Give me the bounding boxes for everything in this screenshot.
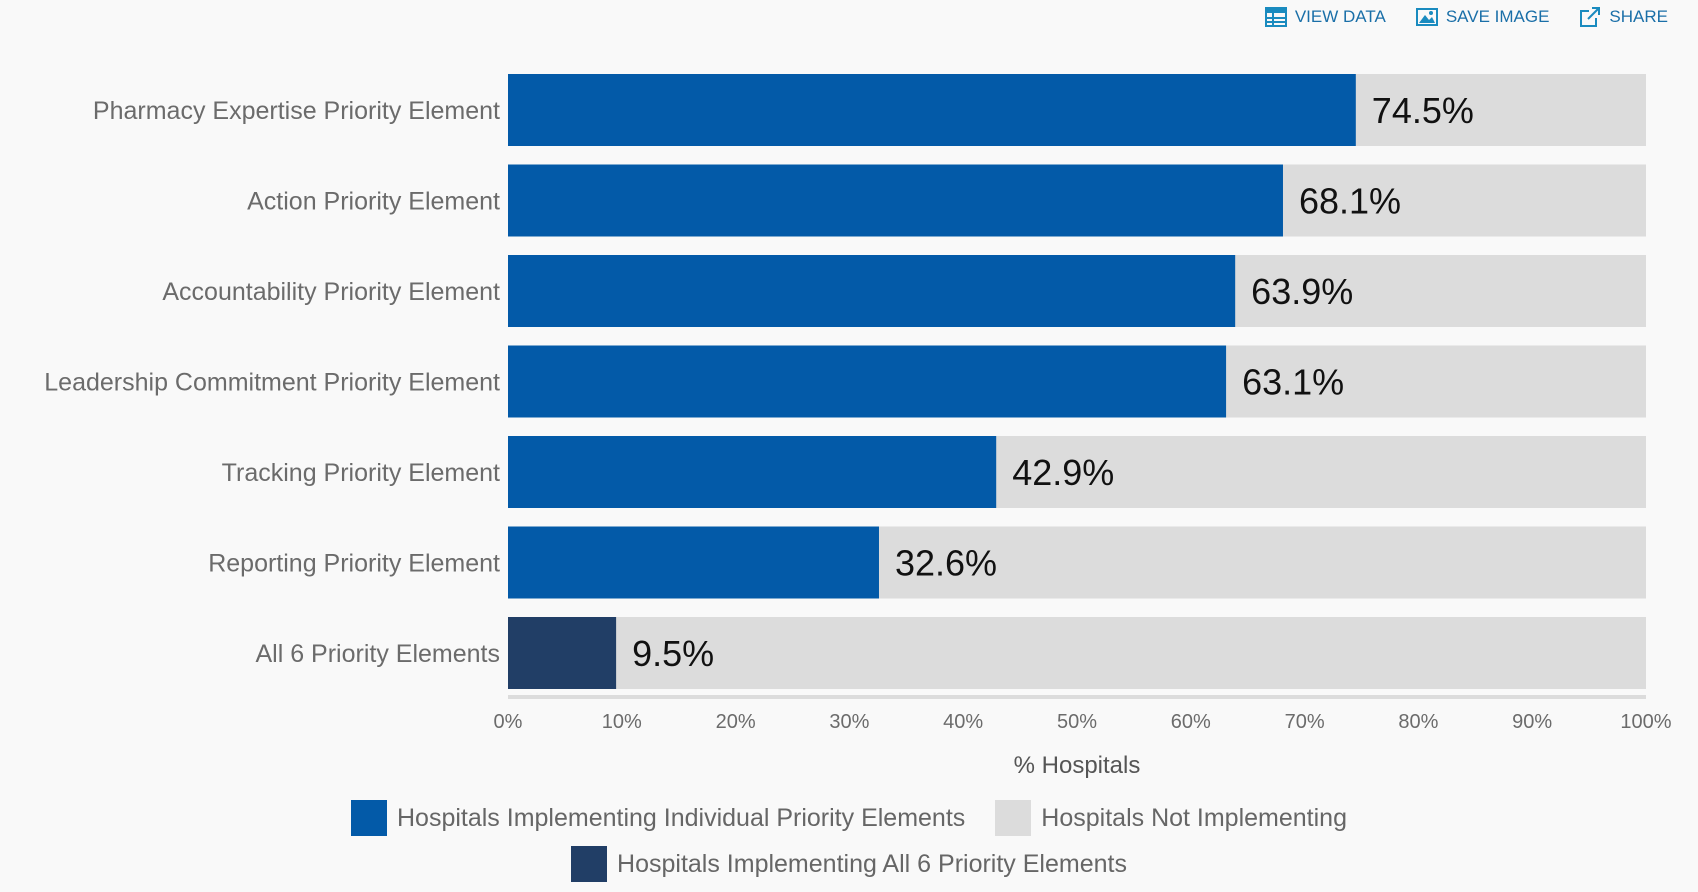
chart-toolbar: VIEW DATA SAVE IMAGE SHARE [1264,6,1668,28]
category-label: Accountability Priority Element [162,278,500,306]
x-tick-label: 80% [1398,711,1438,733]
share-button[interactable]: SHARE [1579,6,1668,28]
category-label: Reporting Priority Element [208,550,500,578]
category-label: Action Priority Element [247,188,500,216]
view-data-label: VIEW DATA [1294,7,1386,26]
bar[interactable] [508,255,1236,327]
bar[interactable] [508,345,1227,418]
x-tick-label: 40% [943,711,983,733]
legend-row-1: Hospitals Implementing Individual Priori… [0,800,1698,836]
category-label: Leadership Commitment Priority Element [44,369,500,397]
share-external-icon [1580,7,1601,27]
bar[interactable] [508,74,1356,146]
x-tick-label: 90% [1512,711,1552,733]
legend-row-2: Hospitals Implementing All 6 Priority El… [0,846,1698,882]
bar[interactable] [508,436,997,508]
legend-label-all6: Hospitals Implementing All 6 Priority El… [617,849,1127,878]
image-icon [1415,8,1438,26]
bar[interactable] [508,526,879,599]
x-tick-label: 10% [602,711,642,733]
value-label: 74.5% [1372,90,1474,131]
category-label: Tracking Priority Element [222,459,500,487]
legend-swatch-all6 [571,846,608,882]
value-label: 42.9% [1012,452,1114,493]
value-label: 68.1% [1299,181,1401,222]
x-tick-label: 100% [1620,711,1671,733]
table-icon [1264,7,1287,27]
save-image-label: SAVE IMAGE [1445,7,1550,26]
save-image-button[interactable]: SAVE IMAGE [1415,7,1550,27]
view-data-button[interactable]: VIEW DATA [1264,7,1386,27]
value-label: 9.5% [632,633,714,674]
x-tick-label: 60% [1171,711,1211,733]
share-label: SHARE [1609,7,1668,26]
legend-label-not-implementing: Hospitals Not Implementing [1041,803,1347,832]
x-tick-label: 0% [494,711,523,733]
legend-item-individual[interactable]: Hospitals Implementing Individual Priori… [350,800,966,836]
value-label: 32.6% [895,543,997,584]
bar-chart: Pharmacy Expertise Priority Element 74.5%… [44,74,1672,779]
bar[interactable] [508,164,1283,237]
x-axis-title: % Hospitals [1014,752,1141,779]
value-label: 63.9% [1251,271,1353,312]
x-tick-label: 30% [829,711,869,733]
value-label: 63.1% [1242,362,1344,403]
legend-swatch-not-implementing [995,800,1032,836]
category-label: All 6 Priority Elements [255,640,500,668]
legend-item-all6[interactable]: Hospitals Implementing All 6 Priority El… [571,846,1127,882]
x-tick-label: 20% [716,711,756,733]
legend-label-individual: Hospitals Implementing Individual Priori… [396,803,966,832]
legend-item-not-implementing[interactable]: Hospitals Not Implementing [995,800,1347,836]
legend-swatch-individual [350,800,387,836]
x-tick-label: 50% [1057,711,1097,733]
chart-legend: Hospitals Implementing Individual Priori… [0,800,1698,892]
bar-background [508,617,1646,689]
category-label: Pharmacy Expertise Priority Element [93,97,500,125]
bar[interactable] [508,617,617,689]
x-tick-label: 70% [1285,711,1325,733]
